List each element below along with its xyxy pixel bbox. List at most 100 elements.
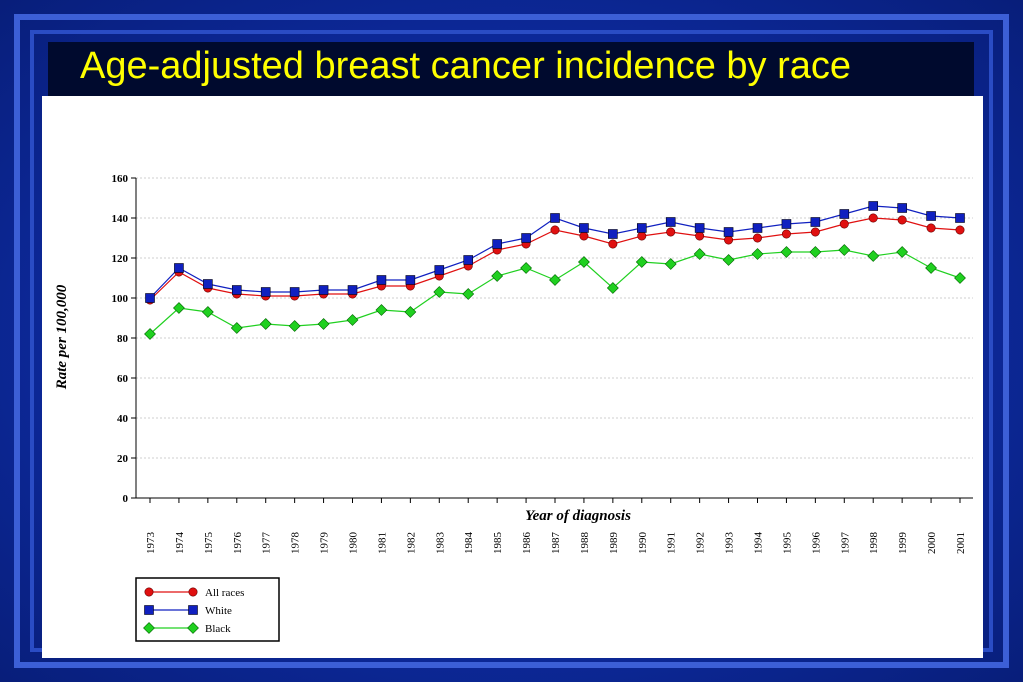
- data-point-black: [201, 306, 214, 318]
- data-point-black: [144, 328, 156, 340]
- legend-marker: [188, 605, 198, 615]
- data-point-black: [346, 314, 359, 326]
- data-point-black: [433, 286, 446, 298]
- y-tick-label: 40: [117, 413, 129, 425]
- data-point-white: [897, 203, 907, 213]
- data-point-black: [317, 318, 330, 330]
- legend-label: All races: [205, 587, 244, 599]
- data-point-black: [635, 256, 648, 268]
- data-point-white: [376, 275, 387, 285]
- x-tick-label: 1983: [434, 532, 446, 555]
- data-point-black: [520, 262, 532, 274]
- x-tick-label: 1997: [839, 532, 851, 555]
- chart-panel: [42, 96, 983, 658]
- legend-label: White: [205, 605, 232, 617]
- data-point-black: [954, 272, 966, 284]
- legend-marker: [187, 622, 199, 634]
- data-point-white: [260, 287, 271, 297]
- data-point-black: [925, 262, 937, 274]
- title-bar: [48, 42, 974, 96]
- data-point-all-races: [868, 213, 878, 223]
- data-point-white: [926, 211, 936, 221]
- y-tick-labels: 0 20 40 60 80 100 120 140 160: [112, 173, 129, 505]
- data-point-white: [781, 219, 792, 229]
- y-tick-label: 160: [112, 173, 129, 185]
- x-tick-label: 1988: [579, 532, 591, 555]
- data-point-white: [752, 223, 763, 233]
- data-point-black: [549, 274, 561, 286]
- data-point-all-races: [752, 233, 762, 243]
- x-tick-label: 1984: [463, 532, 475, 555]
- data-point-all-races: [695, 231, 705, 241]
- data-point-white: [434, 265, 445, 275]
- data-point-all-races: [637, 231, 647, 241]
- x-tick-label: 1973: [145, 532, 157, 555]
- x-tick-label: 1986: [521, 532, 533, 555]
- x-tick-label: 2000: [926, 532, 938, 555]
- data-point-white: [723, 227, 734, 237]
- data-point-black: [722, 254, 735, 266]
- x-tick-label: 1999: [897, 532, 909, 555]
- data-point-white: [636, 223, 647, 233]
- y-axis-label: Rate per 100,000: [54, 284, 70, 390]
- data-point-white: [492, 239, 502, 249]
- data-point-black: [693, 248, 706, 260]
- x-tick-label: 1982: [405, 532, 417, 554]
- x-tick-label: 1987: [550, 532, 562, 555]
- x-tick-label: 1991: [666, 532, 678, 554]
- data-point-black: [230, 322, 243, 334]
- data-point-black: [751, 248, 764, 260]
- data-point-white: [174, 263, 184, 273]
- data-point-white: [665, 217, 676, 227]
- x-tick-label: 1994: [753, 532, 765, 555]
- data-point-white: [289, 287, 300, 297]
- data-point-white: [608, 229, 618, 239]
- data-point-black: [259, 318, 272, 330]
- data-point-black: [462, 288, 475, 300]
- data-point-black: [606, 282, 619, 294]
- legend-label: Black: [205, 623, 231, 635]
- data-point-all-races: [608, 239, 618, 249]
- data-point-white: [145, 293, 155, 303]
- legend-marker: [144, 587, 154, 597]
- data-point-all-races: [579, 231, 589, 241]
- y-tick-label: 100: [112, 293, 129, 305]
- data-point-white: [550, 213, 560, 223]
- chart-legend: All races White Black: [135, 577, 280, 642]
- x-tick-label: 1978: [290, 532, 302, 555]
- data-point-all-races: [955, 225, 965, 235]
- x-tick-label: 1996: [810, 532, 822, 555]
- data-point-black: [578, 256, 590, 268]
- data-point-white: [405, 275, 416, 285]
- data-point-white: [347, 285, 358, 295]
- data-point-all-races: [666, 227, 676, 237]
- x-tick-label: 1989: [608, 532, 620, 555]
- data-point-white: [579, 223, 589, 233]
- x-tick-label: 1975: [203, 532, 215, 555]
- data-point-black: [491, 270, 504, 282]
- x-tick-label: 1993: [724, 532, 736, 555]
- data-point-white: [839, 209, 850, 219]
- x-tick-label: 1992: [695, 532, 707, 554]
- legend-marker: [143, 622, 155, 634]
- data-point-white: [955, 213, 965, 223]
- y-tick-label: 60: [117, 373, 129, 385]
- grid-lines: [136, 177, 973, 459]
- x-tick-label: 1980: [348, 532, 360, 555]
- x-tick-label: 1977: [261, 532, 273, 555]
- x-tick-labels: 1973 1974 1975 1976 1977 1978 1979 1980 1981 1982…: [145, 532, 967, 555]
- y-tick-label: 80: [117, 333, 129, 345]
- series-lines: [149, 205, 961, 335]
- x-tick-label: 1979: [319, 532, 331, 555]
- data-point-white: [521, 233, 531, 243]
- x-tick-label: 1998: [868, 532, 880, 555]
- data-point-all-races: [897, 215, 907, 225]
- data-point-all-races: [926, 223, 936, 233]
- slide-frame-outer: [14, 14, 1009, 668]
- data-point-white: [318, 285, 329, 295]
- y-tick-label: 120: [112, 253, 129, 265]
- data-point-black: [664, 258, 677, 270]
- data-point-all-races: [550, 225, 560, 235]
- data-point-black: [896, 246, 909, 258]
